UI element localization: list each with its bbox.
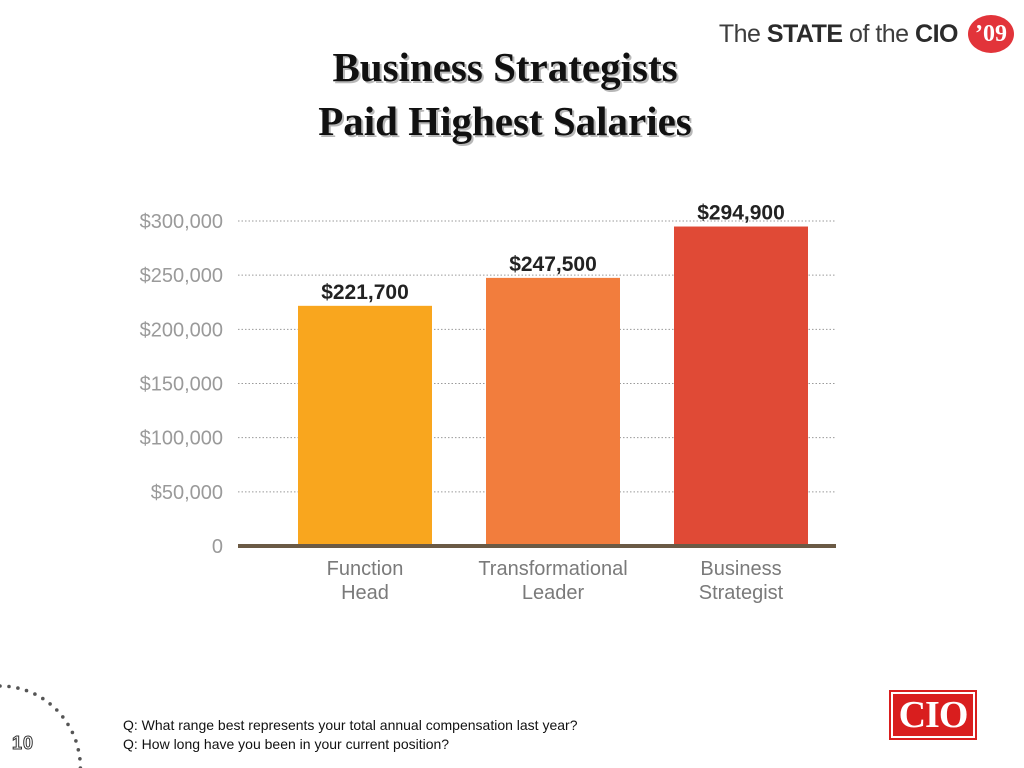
decorative-dot bbox=[70, 730, 75, 735]
bar bbox=[298, 305, 432, 546]
data-label: $247,500 bbox=[509, 253, 597, 276]
decorative-dot bbox=[16, 686, 20, 690]
decorative-dot bbox=[7, 684, 11, 689]
decorative-dot bbox=[61, 715, 65, 719]
decorative-dot bbox=[55, 708, 59, 712]
decorative-dots bbox=[0, 684, 83, 768]
bar bbox=[486, 277, 620, 546]
y-tick-label: $50,000 bbox=[151, 482, 223, 504]
question-2: Q: How long have you been in your curren… bbox=[123, 736, 450, 752]
category-label: Function bbox=[327, 558, 404, 580]
cio-logo-text: CIO bbox=[893, 694, 973, 736]
decorative-dot bbox=[76, 748, 81, 752]
question-1: Q: What range best represents your total… bbox=[123, 717, 578, 733]
y-tick-label: $250,000 bbox=[140, 265, 223, 287]
brand-text: The STATE of the CIO bbox=[718, 19, 959, 48]
bar bbox=[674, 226, 808, 546]
decorative-dot bbox=[48, 702, 52, 706]
decorative-dot bbox=[74, 739, 78, 743]
y-tick-label: $150,000 bbox=[140, 374, 223, 396]
decorative-dot bbox=[41, 696, 45, 701]
brand-year-badge: ’09 bbox=[968, 15, 1014, 53]
category-label: Transformational bbox=[478, 558, 627, 580]
data-label: $294,900 bbox=[697, 202, 785, 225]
slide-title-line-2: Paid Highest Salaries bbox=[318, 98, 692, 144]
y-tick-label: 0 bbox=[212, 536, 223, 558]
brand-header: The STATE of the CIO ’09 bbox=[719, 14, 1014, 54]
category-label: Leader bbox=[522, 582, 585, 604]
decorative-dot bbox=[24, 688, 29, 693]
page-number: 10 bbox=[11, 733, 35, 754]
decorative-dot bbox=[0, 684, 2, 688]
decorative-dot bbox=[78, 757, 82, 761]
survey-questions: Q: What range best represents your total… bbox=[123, 716, 577, 754]
cio-logo: CIO bbox=[889, 690, 977, 740]
data-label: $221,700 bbox=[321, 281, 409, 304]
y-tick-label: $100,000 bbox=[140, 428, 223, 450]
slide-title: Business Strategists Paid Highest Salari… bbox=[150, 40, 860, 148]
category-label: Head bbox=[341, 582, 389, 604]
category-label: Strategist bbox=[699, 582, 784, 604]
decorative-dot bbox=[66, 722, 70, 727]
slide-title-line-1: Business Strategists bbox=[332, 44, 678, 90]
category-label: Business bbox=[700, 558, 781, 580]
y-tick-label: $300,000 bbox=[140, 211, 223, 233]
decorative-dot bbox=[33, 692, 37, 696]
y-tick-label: $200,000 bbox=[140, 319, 223, 341]
